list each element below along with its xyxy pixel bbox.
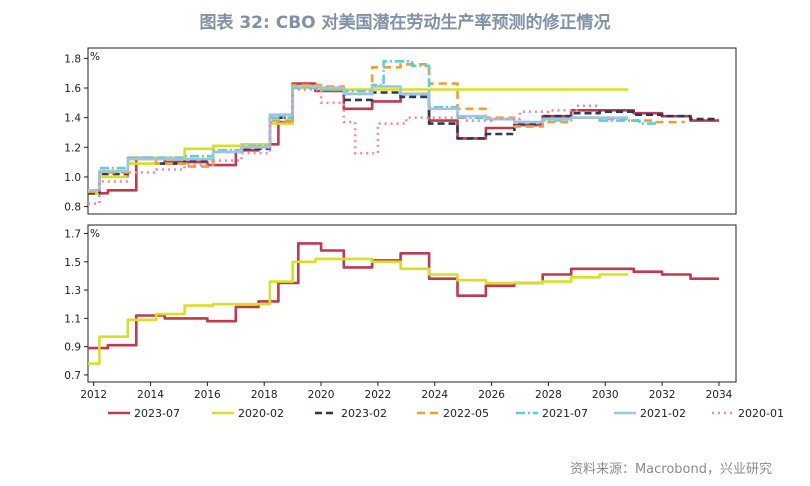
x-tick-label: 2018 (251, 389, 278, 401)
top-y-tick-label: 0.8 (64, 202, 81, 214)
x-tick-label: 2032 (649, 389, 676, 401)
top-y-tick-label: 1.8 (64, 53, 81, 65)
bottom-y-tick-label: 1.5 (64, 257, 81, 269)
top-series-line-2023-02 (88, 85, 719, 195)
top-y-tick-label: 1.0 (64, 172, 81, 184)
x-tick-label: 2028 (535, 389, 562, 401)
x-tick-label: 2022 (365, 389, 392, 401)
top-y-tick-label: 1.6 (64, 83, 81, 95)
x-tick-label: 2014 (137, 389, 164, 401)
legend-label: 2021-02 (640, 407, 686, 420)
legend-label: 2022-05 (443, 407, 489, 420)
x-tick-label: 2024 (421, 389, 448, 401)
x-tick-label: 2016 (194, 389, 221, 401)
legend-label: 2023-07 (134, 407, 180, 420)
x-tick-label: 2020 (308, 389, 335, 401)
x-tick-label: 2012 (80, 389, 107, 401)
legend-label: 2021-07 (542, 407, 588, 420)
bottom-unit-label: % (90, 228, 100, 240)
top-panel: 0.8 1.0 1.2 1.4 1.6 1.8% (64, 47, 737, 215)
top-series-line-2021-02 (88, 85, 628, 192)
bottom-y-tick-label: 1.1 (64, 313, 81, 325)
top-series-line-2022-05 (88, 63, 685, 194)
legend-label: 2023-02 (341, 407, 387, 420)
bottom-panel: 0.7 0.9 1.1 1.3 1.5 1.7 % 2012 2014 2016 2018 2020 2… (64, 224, 737, 401)
bottom-y-tick-label: 1.3 (64, 285, 81, 297)
top-series-line-2020-02 (88, 86, 628, 195)
source-note: 资料来源：Macrobond，兴业研究 (569, 462, 772, 477)
top-series-line-2023-07 (88, 82, 719, 195)
bottom-y-tick-label: 0.9 (64, 342, 81, 354)
legend-label: 2020-01 (738, 407, 784, 420)
legend-label: 2020-02 (238, 407, 284, 420)
legend: 2023-07 2020-02 2023-02 2022-05 2021-07 2021-… (108, 407, 784, 420)
top-unit-label: % (90, 51, 100, 63)
bottom-series-line-2023-07 (88, 242, 719, 350)
bottom-plot-frame (87, 224, 737, 383)
x-tick-label: 2034 (706, 389, 733, 401)
top-y-tick-label: 1.2 (64, 142, 81, 154)
top-y-tick-label: 1.4 (64, 113, 81, 125)
top-plot-frame (87, 47, 737, 215)
bottom-y-tick-label: 1.7 (64, 228, 81, 240)
bottom-series-line-2020-02 (88, 257, 628, 365)
x-tick-label: 2026 (478, 389, 505, 401)
x-tick-label: 2030 (592, 389, 619, 401)
bottom-y-tick-label: 0.7 (64, 370, 81, 382)
chart-title: 图表 32: CBO 对美国潜在劳动生产率预测的修正情况 (199, 13, 611, 33)
